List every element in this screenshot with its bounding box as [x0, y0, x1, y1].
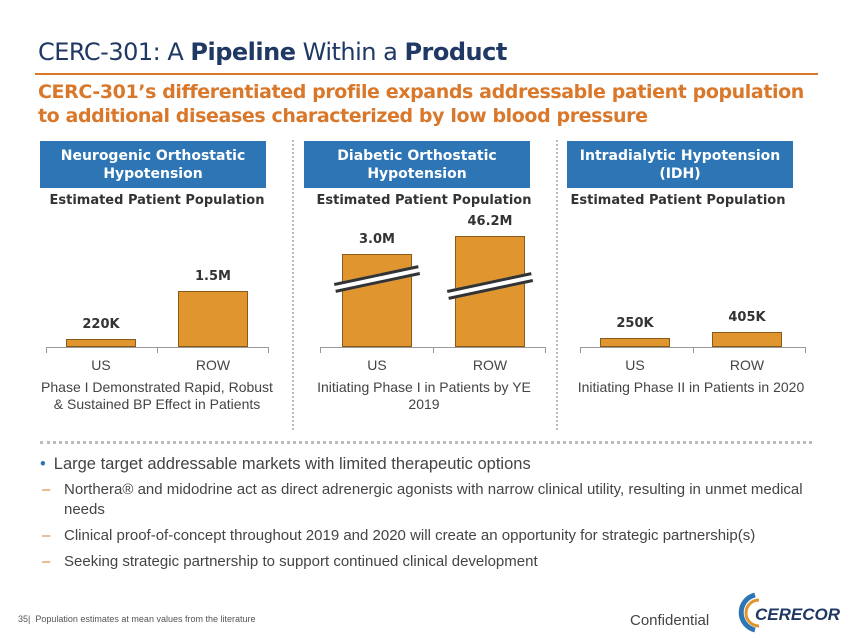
bar-row — [712, 332, 782, 347]
confidential-label: Confidential — [630, 612, 710, 629]
data-label: 1.5M — [195, 269, 231, 284]
title-rule — [35, 73, 818, 75]
data-label: 405K — [728, 310, 766, 325]
svg-text:CERECOR: CERECOR — [755, 605, 841, 624]
panel-header-doh: Diabetic Orthostatic Hypotension — [304, 141, 530, 188]
bar-us — [342, 254, 412, 347]
panel-header-noh: Neurogenic Orthostatic Hypotension — [40, 141, 266, 188]
bar-row — [178, 291, 248, 347]
dash-icon: – — [42, 481, 51, 498]
category-label: US — [91, 357, 111, 373]
category-label: US — [625, 357, 645, 373]
panel-note: Initiating Phase II in Patients in 2020 — [577, 379, 805, 395]
footnote: 35| Population estimates at mean values … — [18, 614, 256, 624]
divider — [292, 140, 294, 430]
slide-subtitle: CERC-301’s differentiated profile expand… — [38, 81, 804, 127]
category-label: ROW — [729, 357, 765, 373]
panel-note: Phase I Demonstrated Rapid, Robust & Sus… — [41, 379, 273, 412]
data-label: 250K — [616, 315, 654, 331]
sub-bullet: – Seeking strategic partnership to suppor… — [42, 553, 538, 570]
data-label: 220K — [82, 316, 120, 332]
sub-bullet: – Northera® and midodrine act as direct a… — [42, 481, 803, 518]
dash-icon: – — [42, 527, 51, 544]
axis-tick — [157, 347, 158, 353]
dash-icon: – — [42, 553, 51, 570]
category-label: ROW — [195, 357, 231, 373]
divider — [556, 140, 558, 430]
axis-tick — [268, 347, 269, 353]
est-label: Estimated Patient Population — [316, 193, 532, 208]
bar-us — [600, 337, 670, 347]
est-label: Estimated Patient Population — [570, 193, 786, 208]
bullet-icon: • — [40, 455, 46, 473]
data-label: 3.0M — [359, 232, 395, 247]
panel-header-idh: Intradialytic Hypotension (IDH) — [567, 141, 793, 188]
axis-tick — [432, 347, 434, 353]
axis-tick — [545, 347, 546, 353]
bullet-main: • Large target addressable markets with l… — [40, 455, 531, 473]
bullet-list: • Large target addressable markets with l… — [40, 455, 820, 578]
panel-note: Initiating Phase I in Patients by YE 201… — [317, 379, 531, 412]
slide-title: CERC-301: A Pipeline Within a Product — [38, 38, 507, 66]
axis-tick — [580, 347, 581, 353]
sub-bullet: – Clinical proof-of-concept throughout 20… — [42, 527, 756, 544]
axis-tick — [320, 347, 321, 353]
axis-tick — [805, 347, 806, 353]
category-label: US — [367, 357, 387, 373]
axis-tick — [692, 347, 694, 353]
divider — [40, 441, 812, 444]
est-label: Estimated Patient Population — [49, 193, 265, 208]
axis-tick — [46, 347, 47, 353]
category-label: ROW — [472, 357, 508, 373]
data-label: 46.2M — [467, 214, 513, 229]
bar-us — [66, 338, 136, 347]
cerecor-logo: CERECOR — [738, 592, 841, 633]
